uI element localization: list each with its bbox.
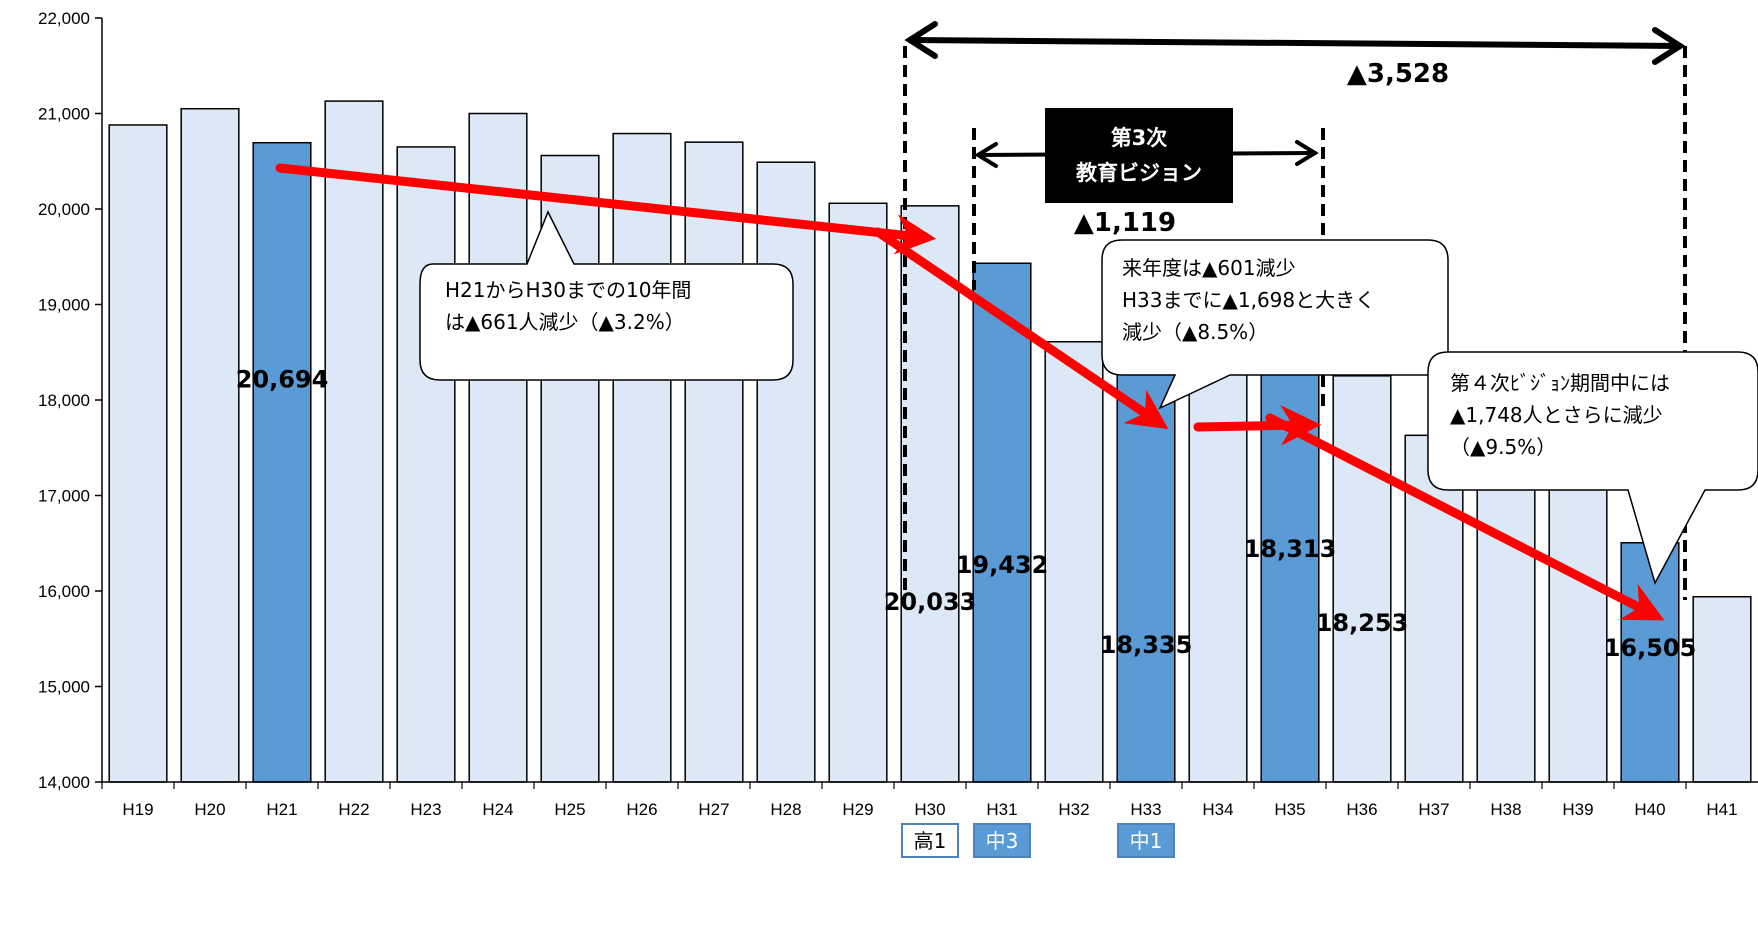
bar-h29 [828,202,888,783]
bar-h30 [900,205,960,783]
y-tick-label: 15,000 [38,678,90,697]
x-tick-label-h25: H25 [554,800,585,819]
x-tick-label-h39: H39 [1562,800,1593,819]
grade-mark-label-h30: 高1 [914,829,947,853]
grade-mark-box-h30 [901,823,959,858]
bar-h26 [612,132,672,783]
y-tick-label: 22,000 [38,9,90,28]
callout-3-line3: （▲9.5%） [1450,435,1556,459]
callout-1-line1: H21からH30までの10年間 [445,278,691,302]
bar-h40 [1620,542,1680,783]
data-label-h31: 19,432 [956,551,1049,579]
y-tick-label: 19,000 [38,296,90,315]
bar-h27 [684,141,744,783]
vision-title-box: 第3次 教育ビジョン [1045,108,1233,203]
bar-h19 [108,124,168,783]
bar-h20 [180,107,240,783]
x-tick-label-h27: H27 [698,800,729,819]
span-arrow-total [904,21,1686,65]
callout-1-line2: は▲661人減少（▲3.2%） [445,310,685,334]
bar-h41 [1692,595,1752,783]
trend-arrow-2 [873,227,1169,430]
x-tick-label-h22: H22 [338,800,369,819]
callout-bubble-1: H21からH30までの10年間 は▲661人減少（▲3.2%） [419,210,794,381]
x-tick-label-h24: H24 [482,800,513,819]
bar-h21 [252,141,312,783]
x-tick-label-h23: H23 [410,800,441,819]
data-label-h36: 18,253 [1316,609,1409,637]
y-axis: 14,000 15,000 16,000 17,000 18,000 19,000 20,0… [38,9,103,792]
x-tick-label-h35: H35 [1274,800,1305,819]
x-tick-label-h30: H30 [914,800,945,819]
y-tick-label: 16,000 [38,582,90,601]
data-label-h35: 18,313 [1244,535,1337,563]
x-tick-label-h38: H38 [1490,800,1521,819]
trend-arrows [275,163,1665,621]
callout-bubble-3: 第４次ﾋﾞｼﾞｮﾝ期間中には ▲1,748人とさらに減少 （▲9.5%） [1427,351,1758,585]
grade-marks: 高1 中3 中1 [901,823,1175,858]
callout-2-line3: 減少（▲8.5%） [1122,320,1268,344]
callout-3-line2: ▲1,748人とさらに減少 [1450,403,1663,427]
callout-bubble-2: 来年度は▲601減少 H33までに▲1,698と大きく 減少（▲8.5%） [1101,239,1449,410]
callout-3-line1: 第４次ﾋﾞｼﾞｮﾝ期間中には [1450,371,1670,395]
grade-mark-label-h33: 中1 [1130,829,1163,853]
x-tick-label-h20: H20 [194,800,225,819]
callout-2-line1: 来年度は▲601減少 [1122,256,1296,280]
x-tick-label-h32: H32 [1058,800,1089,819]
x-tick-label-h29: H29 [842,800,873,819]
x-tick-label-h37: H37 [1418,800,1449,819]
x-axis: H19 H20 H21 H22 H23 H24 H25 H26 H27 H28 H29 H30 H31 H… [101,781,1758,819]
trend-arrow-1 [275,163,937,255]
data-labels: 20,694 20,033 19,432 18,335 18,313 18,253 16,5… [236,366,1697,662]
span-vision-label: ▲1,119 [1074,208,1176,238]
trend-arrow-4 [1265,413,1665,621]
y-tick-label: 14,000 [38,773,90,792]
y-tick-label: 18,000 [38,391,90,410]
data-label-h21: 20,694 [236,366,329,394]
y-tick-label: 21,000 [38,105,90,124]
x-tick-label-h33: H33 [1130,800,1161,819]
x-tick-label-h28: H28 [770,800,801,819]
bar-h36 [1332,375,1392,783]
span-total-label: ▲3,528 [1347,59,1449,89]
vision-title-line1: 第3次 [1111,126,1168,150]
bar-h32 [1044,340,1104,783]
grade-mark-label-h31: 中3 [986,829,1019,853]
y-tick-label: 17,000 [38,487,90,506]
data-label-h33: 18,335 [1100,631,1193,659]
bar-h33 [1116,367,1176,783]
x-tick-label-h40: H40 [1634,800,1665,819]
grade-mark-box-h31 [973,823,1031,858]
callout-2-line2: H33までに▲1,698と大きく [1122,288,1375,312]
grade-mark-box-h33 [1117,823,1175,858]
bar-h22 [324,100,384,783]
x-tick-label-h26: H26 [626,800,657,819]
bar-h34 [1188,339,1248,783]
x-tick-label-h41: H41 [1706,800,1737,819]
data-label-h40: 16,505 [1604,634,1697,662]
x-tick-label-h31: H31 [986,800,1017,819]
x-tick-label-h34: H34 [1202,800,1233,819]
bar-h28 [756,161,816,783]
bar-h23 [396,146,456,783]
data-label-h30: 20,033 [884,588,977,616]
bar-h24 [468,112,528,783]
x-tick-label-h21: H21 [266,800,297,819]
x-tick-label-h36: H36 [1346,800,1377,819]
bar-h31 [972,262,1032,783]
x-tick-label-h19: H19 [122,800,153,819]
y-tick-label: 20,000 [38,200,90,219]
vision-title-line2: 教育ビジョン [1076,161,1202,185]
bar-h39 [1548,485,1608,783]
